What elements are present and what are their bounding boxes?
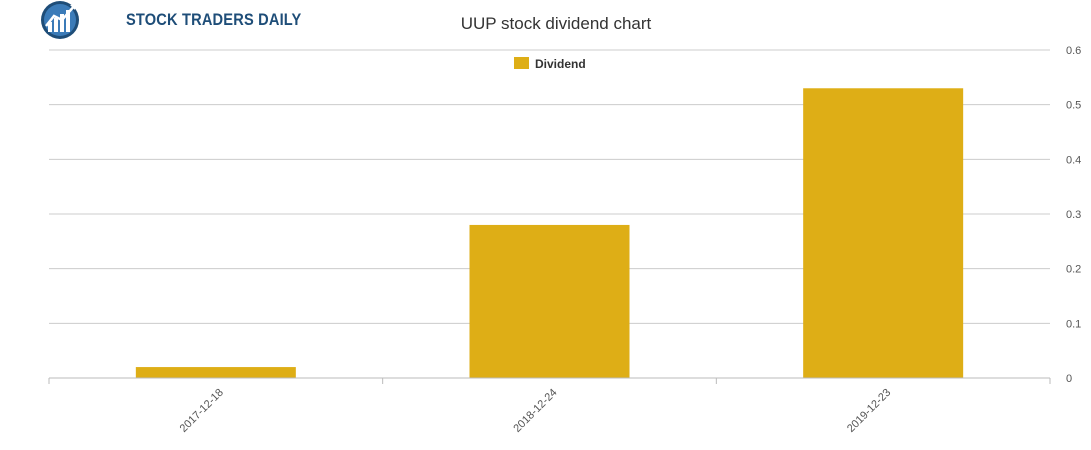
chart-title: UUP stock dividend chart xyxy=(461,14,652,33)
y-tick-label: 0.4 xyxy=(1066,154,1081,166)
brand-logo[interactable]: STOCK TRADERS DAILY xyxy=(40,0,301,42)
x-tick-label: 2018-12-24 xyxy=(511,387,559,435)
brand-name: STOCK TRADERS DAILY xyxy=(126,10,302,29)
x-axis: 2017-12-18 2018-12-24 2019-12-23 xyxy=(48,377,1051,435)
x-tick-label: 2017-12-18 xyxy=(178,387,226,435)
y-tick-label: 0.5 xyxy=(1066,100,1081,112)
bar xyxy=(135,367,296,378)
bar xyxy=(469,224,630,378)
bar xyxy=(803,88,964,379)
y-tick-label: 0.2 xyxy=(1066,264,1081,276)
legend-swatch xyxy=(514,57,529,69)
legend: Dividend xyxy=(514,57,586,71)
y-axis: 0 0.1 0.2 0.3 0.4 0.5 0.6 xyxy=(1066,45,1081,385)
legend-label: Dividend xyxy=(535,57,586,71)
x-tick-label: 2019-12-23 xyxy=(845,387,893,435)
bars xyxy=(135,88,964,379)
y-tick-label: 0 xyxy=(1066,373,1072,385)
y-tick-label: 0.3 xyxy=(1066,209,1081,221)
y-tick-label: 0.6 xyxy=(1066,45,1081,57)
globe-chart-logo-icon xyxy=(41,1,79,39)
y-tick-label: 0.1 xyxy=(1066,318,1081,330)
